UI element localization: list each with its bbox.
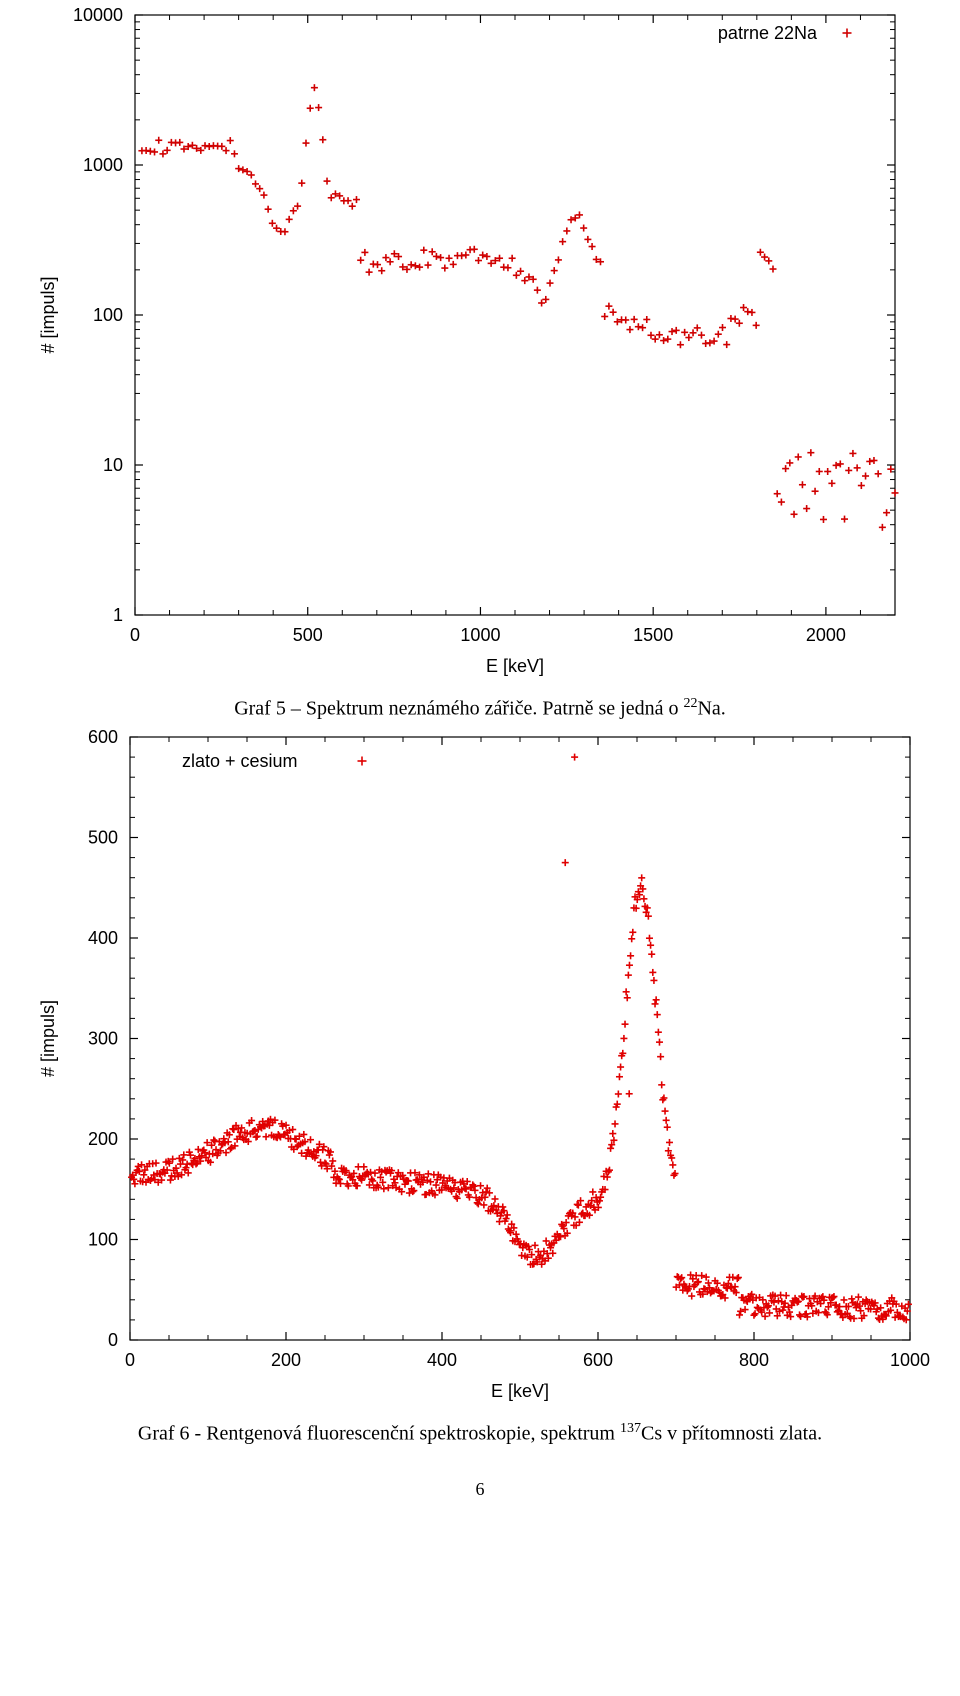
- svg-text:600: 600: [88, 727, 118, 747]
- svg-text:E [keV]: E [keV]: [486, 656, 544, 676]
- svg-text:zlato + cesium: zlato + cesium: [182, 751, 298, 771]
- caption2-sup: 137: [620, 1421, 641, 1436]
- caption2-pre: Graf 6 - Rentgenová fluorescenční spektr…: [138, 1422, 620, 1444]
- svg-text:1000: 1000: [83, 155, 123, 175]
- svg-text:200: 200: [271, 1350, 301, 1370]
- chart1-frame: 0 500 1000 1500 2000 1 10 100 1000 10000 E [keV] # …: [30, 0, 930, 690]
- svg-text:300: 300: [88, 1028, 118, 1048]
- svg-text:0: 0: [125, 1350, 135, 1370]
- svg-text:500: 500: [88, 827, 118, 847]
- svg-text:2000: 2000: [806, 625, 846, 645]
- svg-text:1000: 1000: [460, 625, 500, 645]
- svg-text:# [impuls]: # [impuls]: [38, 276, 58, 353]
- svg-text:1500: 1500: [633, 625, 673, 645]
- caption-graf-6: Graf 6 - Rentgenová fluorescenční spektr…: [0, 1421, 960, 1446]
- caption1-sup: 22: [683, 696, 697, 711]
- svg-text:800: 800: [739, 1350, 769, 1370]
- caption2-post: Cs v přítomnosti zlata.: [641, 1422, 822, 1444]
- chart1-svg: 0 500 1000 1500 2000 1 10 100 1000 10000 E [keV] # …: [30, 0, 930, 690]
- svg-text:10000: 10000: [73, 5, 123, 25]
- svg-text:200: 200: [88, 1129, 118, 1149]
- svg-text:100: 100: [93, 305, 123, 325]
- svg-text:0: 0: [130, 625, 140, 645]
- chart2-svg: 0 200 400 600 800 1000 0 100 200 300 400 500 600 E [k…: [30, 725, 930, 1415]
- svg-text:# [impuls]: # [impuls]: [38, 1000, 58, 1077]
- svg-text:600: 600: [583, 1350, 613, 1370]
- svg-text:0: 0: [108, 1330, 118, 1350]
- svg-text:100: 100: [88, 1229, 118, 1249]
- svg-text:500: 500: [293, 625, 323, 645]
- caption-graf-5: Graf 5 – Spektrum neznámého zářiče. Patr…: [0, 696, 960, 721]
- svg-text:400: 400: [427, 1350, 457, 1370]
- chart2-frame: 0 200 400 600 800 1000 0 100 200 300 400 500 600 E [k…: [30, 725, 930, 1415]
- svg-text:E [keV]: E [keV]: [491, 1381, 549, 1401]
- caption1-pre: Graf 5 – Spektrum neznámého zářiče. Patr…: [234, 698, 683, 720]
- svg-text:1000: 1000: [890, 1350, 930, 1370]
- page-number: 6: [0, 1479, 960, 1520]
- svg-text:400: 400: [88, 928, 118, 948]
- svg-text:1: 1: [113, 605, 123, 625]
- svg-text:10: 10: [103, 455, 123, 475]
- svg-text:patrne 22Na: patrne 22Na: [718, 23, 818, 43]
- caption1-post: Na.: [697, 698, 725, 720]
